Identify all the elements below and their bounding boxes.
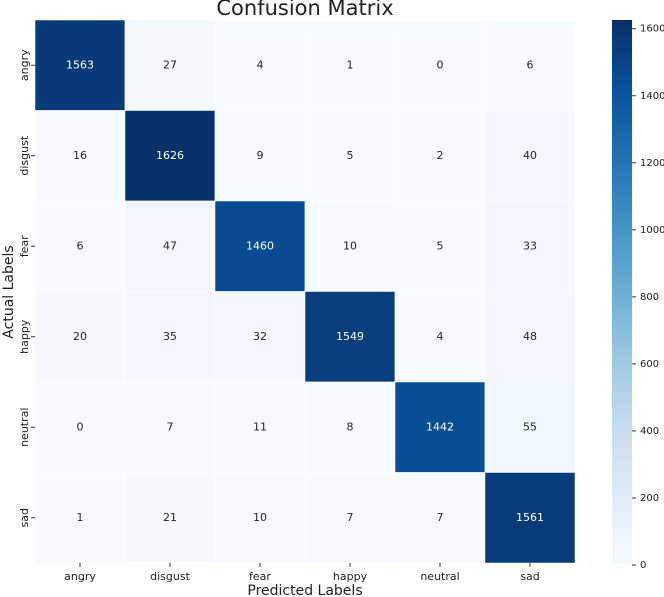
y-tick-label: happy	[18, 319, 31, 354]
heatmap-cell	[34, 200, 126, 292]
cell-value-label: 1	[347, 58, 354, 71]
heatmap-cell	[304, 472, 396, 564]
colorbar-tick-label: 1000	[640, 225, 664, 236]
heatmap-cell	[124, 381, 216, 473]
cell-value-label: 6	[527, 58, 534, 71]
cell-value-label: 5	[437, 239, 444, 252]
cell-value-label: 33	[523, 239, 537, 252]
y-tick-label: neutral	[18, 408, 31, 447]
cell-value-label: 1626	[156, 149, 184, 162]
heatmap-cell	[34, 291, 126, 383]
cell-value-label: 4	[257, 58, 264, 71]
cell-value-label: 6	[77, 239, 84, 252]
heatmap-cell	[124, 19, 216, 111]
cell-value-label: 2	[437, 149, 444, 162]
colorbar	[612, 20, 632, 565]
cell-value-label: 0	[77, 420, 84, 433]
heatmap-cell	[484, 110, 576, 202]
y-tick-label: disgust	[18, 135, 31, 175]
cell-value-label: 1442	[426, 420, 454, 433]
heatmap-cell	[304, 19, 396, 111]
heatmap-cell	[214, 200, 306, 292]
heatmap-cell	[394, 200, 486, 292]
x-tick-label: sad	[520, 570, 539, 583]
heatmap-cell	[394, 472, 486, 564]
heatmap-cell	[34, 472, 126, 564]
cell-value-label: 1460	[246, 239, 274, 252]
heatmap-cell	[304, 200, 396, 292]
colorbar-tick-label: 200	[640, 493, 659, 504]
colorbar-tick-label: 600	[640, 359, 659, 370]
heatmap-cell	[304, 291, 396, 383]
x-tick-label: angry	[64, 570, 96, 583]
x-tick-label: neutral	[420, 570, 459, 583]
cell-value-label: 16	[73, 149, 87, 162]
cell-value-label: 21	[163, 511, 177, 524]
heatmap-cell	[304, 110, 396, 202]
colorbar-tick-label: 1400	[640, 91, 664, 102]
chart-title: Confusion Matrix	[216, 0, 393, 20]
x-axis-label: Predicted Labels	[247, 583, 362, 597]
heatmap-cell	[484, 19, 576, 111]
heatmap-cell	[484, 291, 576, 383]
heatmap-cell	[394, 381, 486, 473]
cell-value-label: 7	[437, 511, 444, 524]
x-tick-label: disgust	[150, 570, 190, 583]
colorbar-tick-label: 800	[640, 292, 659, 303]
heatmap-cell	[214, 291, 306, 383]
cell-value-label: 10	[343, 239, 357, 252]
heatmap-cell	[124, 291, 216, 383]
cell-value-label: 5	[347, 149, 354, 162]
y-tick-label: sad	[18, 508, 31, 527]
cell-value-label: 35	[163, 330, 177, 343]
y-axis-label: Actual Labels	[1, 245, 17, 338]
y-tick-label: fear	[18, 235, 31, 257]
cell-value-label: 1561	[516, 511, 544, 524]
cell-value-label: 55	[523, 420, 537, 433]
heatmap-cell	[124, 110, 216, 202]
cell-value-label: 7	[167, 420, 174, 433]
x-tick-label: happy	[333, 570, 368, 583]
heatmap-cell	[214, 19, 306, 111]
colorbar-tick-label: 1600	[640, 24, 664, 35]
cell-value-label: 27	[163, 58, 177, 71]
cell-value-label: 20	[73, 330, 87, 343]
cell-value-label: 40	[523, 149, 537, 162]
cell-value-label: 7	[347, 511, 354, 524]
cell-value-label: 0	[437, 58, 444, 71]
y-tick-label: angry	[18, 49, 31, 81]
heatmap-cell	[304, 381, 396, 473]
heatmap-cell	[34, 110, 126, 202]
cell-value-label: 32	[253, 330, 267, 343]
heatmap-cell	[394, 19, 486, 111]
heatmap-cell	[124, 200, 216, 292]
cell-value-label: 1549	[336, 330, 364, 343]
heatmap-cell	[34, 381, 126, 473]
cell-value-label: 11	[253, 420, 267, 433]
cell-value-label: 48	[523, 330, 537, 343]
cell-value-label: 8	[347, 420, 354, 433]
heatmap-cell	[34, 19, 126, 111]
heatmap-cell	[214, 381, 306, 473]
colorbar-tick-label: 400	[640, 426, 659, 437]
colorbar-tick-label: 1200	[640, 158, 664, 169]
cell-value-label: 1	[77, 511, 84, 524]
x-tick-label: fear	[249, 570, 271, 583]
colorbar-tick-label: 0	[640, 560, 646, 571]
heatmap-cell	[484, 472, 576, 564]
cell-value-label: 10	[253, 511, 267, 524]
cell-value-label: 4	[437, 330, 444, 343]
heatmap-cell	[394, 291, 486, 383]
cell-value-label: 47	[163, 239, 177, 252]
cell-value-label: 1563	[66, 58, 94, 71]
heatmap-cell	[484, 381, 576, 473]
heatmap-cell	[484, 200, 576, 292]
cell-value-label: 9	[257, 149, 264, 162]
